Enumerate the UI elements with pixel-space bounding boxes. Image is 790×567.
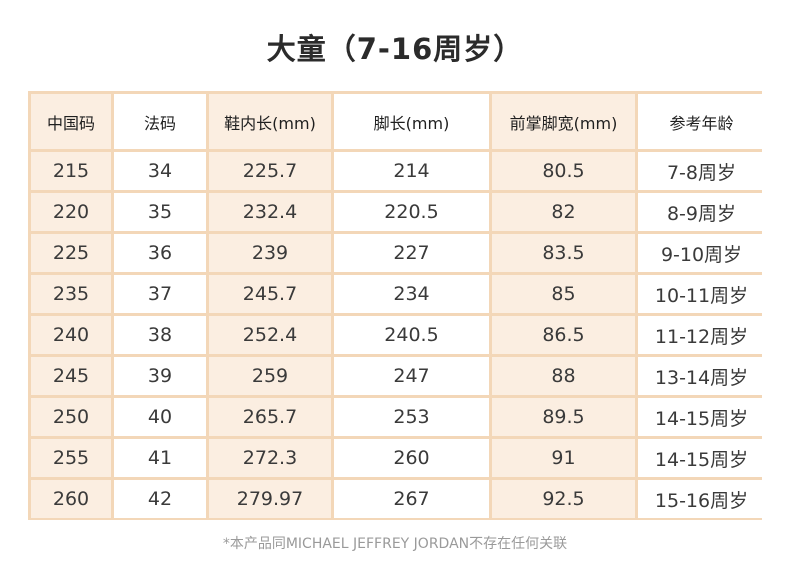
cell-foot-length: 214 <box>334 152 489 190</box>
cell-inner-length: 245.7 <box>209 275 331 313</box>
cell-fr-size: 40 <box>114 398 206 436</box>
table-row: 215 34 225.7 214 80.5 7-8周岁 <box>31 152 765 190</box>
cell-ref-age: 14-15周岁 <box>638 398 765 436</box>
cell-foot-length: 240.5 <box>334 316 489 354</box>
cell-fr-size: 38 <box>114 316 206 354</box>
cell-inner-length: 252.4 <box>209 316 331 354</box>
header-foot-length: 脚长(mm) <box>334 94 489 149</box>
cell-forefoot-width: 86.5 <box>492 316 635 354</box>
cell-inner-length: 265.7 <box>209 398 331 436</box>
cell-fr-size: 39 <box>114 357 206 395</box>
header-fr-size: 法码 <box>114 94 206 149</box>
cell-forefoot-width: 91 <box>492 439 635 477</box>
cell-foot-length: 220.5 <box>334 193 489 231</box>
cell-forefoot-width: 92.5 <box>492 480 635 518</box>
table-row: 250 40 265.7 253 89.5 14-15周岁 <box>31 398 765 436</box>
cell-foot-length: 227 <box>334 234 489 272</box>
cell-fr-size: 34 <box>114 152 206 190</box>
header-inner-length: 鞋内长(mm) <box>209 94 331 149</box>
table-row: 235 37 245.7 234 85 10-11周岁 <box>31 275 765 313</box>
cell-forefoot-width: 80.5 <box>492 152 635 190</box>
cell-ref-age: 10-11周岁 <box>638 275 765 313</box>
cell-cn-size: 215 <box>31 152 111 190</box>
cell-foot-length: 260 <box>334 439 489 477</box>
size-table: 中国码 法码 鞋内长(mm) 脚长(mm) 前掌脚宽(mm) 参考年龄 215 … <box>28 91 768 521</box>
cell-fr-size: 35 <box>114 193 206 231</box>
cell-foot-length: 247 <box>334 357 489 395</box>
cell-inner-length: 225.7 <box>209 152 331 190</box>
disclaimer-footnote: *本产品同MICHAEL JEFFREY JORDAN不存在任何关联 <box>222 536 568 552</box>
cell-cn-size: 255 <box>31 439 111 477</box>
cell-forefoot-width: 82 <box>492 193 635 231</box>
cell-cn-size: 250 <box>31 398 111 436</box>
cell-fr-size: 37 <box>114 275 206 313</box>
cell-fr-size: 41 <box>114 439 206 477</box>
cell-inner-length: 279.97 <box>209 480 331 518</box>
cell-ref-age: 14-15周岁 <box>638 439 765 477</box>
cell-cn-size: 220 <box>31 193 111 231</box>
table-row: 240 38 252.4 240.5 86.5 11-12周岁 <box>31 316 765 354</box>
cell-forefoot-width: 85 <box>492 275 635 313</box>
cell-cn-size: 225 <box>31 234 111 272</box>
cell-foot-length: 253 <box>334 398 489 436</box>
table-row: 255 41 272.3 260 91 14-15周岁 <box>31 439 765 477</box>
table-body: 215 34 225.7 214 80.5 7-8周岁 220 35 232.4… <box>31 152 765 518</box>
cell-cn-size: 260 <box>31 480 111 518</box>
header-cn-size: 中国码 <box>31 94 111 149</box>
cell-ref-age: 7-8周岁 <box>638 152 765 190</box>
table-row: 260 42 279.97 267 92.5 15-16周岁 <box>31 480 765 518</box>
cell-fr-size: 36 <box>114 234 206 272</box>
header-forefoot-width: 前掌脚宽(mm) <box>492 94 635 149</box>
table-header-row: 中国码 法码 鞋内长(mm) 脚长(mm) 前掌脚宽(mm) 参考年龄 <box>31 94 765 149</box>
cell-foot-length: 234 <box>334 275 489 313</box>
cell-ref-age: 15-16周岁 <box>638 480 765 518</box>
table-row: 220 35 232.4 220.5 82 8-9周岁 <box>31 193 765 231</box>
cell-inner-length: 239 <box>209 234 331 272</box>
cell-inner-length: 232.4 <box>209 193 331 231</box>
cell-inner-length: 272.3 <box>209 439 331 477</box>
cell-forefoot-width: 83.5 <box>492 234 635 272</box>
cell-ref-age: 8-9周岁 <box>638 193 765 231</box>
table-row: 225 36 239 227 83.5 9-10周岁 <box>31 234 765 272</box>
cell-forefoot-width: 88 <box>492 357 635 395</box>
page-title: 大童（7-16周岁） <box>266 32 524 66</box>
cell-cn-size: 235 <box>31 275 111 313</box>
cell-forefoot-width: 89.5 <box>492 398 635 436</box>
cell-cn-size: 245 <box>31 357 111 395</box>
cell-cn-size: 240 <box>31 316 111 354</box>
cell-ref-age: 9-10周岁 <box>638 234 765 272</box>
cell-inner-length: 259 <box>209 357 331 395</box>
table-row: 245 39 259 247 88 13-14周岁 <box>31 357 765 395</box>
header-ref-age: 参考年龄 <box>638 94 765 149</box>
cell-fr-size: 42 <box>114 480 206 518</box>
cell-ref-age: 13-14周岁 <box>638 357 765 395</box>
size-table-frame: 中国码 法码 鞋内长(mm) 脚长(mm) 前掌脚宽(mm) 参考年龄 215 … <box>28 91 765 520</box>
cell-ref-age: 11-12周岁 <box>638 316 765 354</box>
cell-foot-length: 267 <box>334 480 489 518</box>
